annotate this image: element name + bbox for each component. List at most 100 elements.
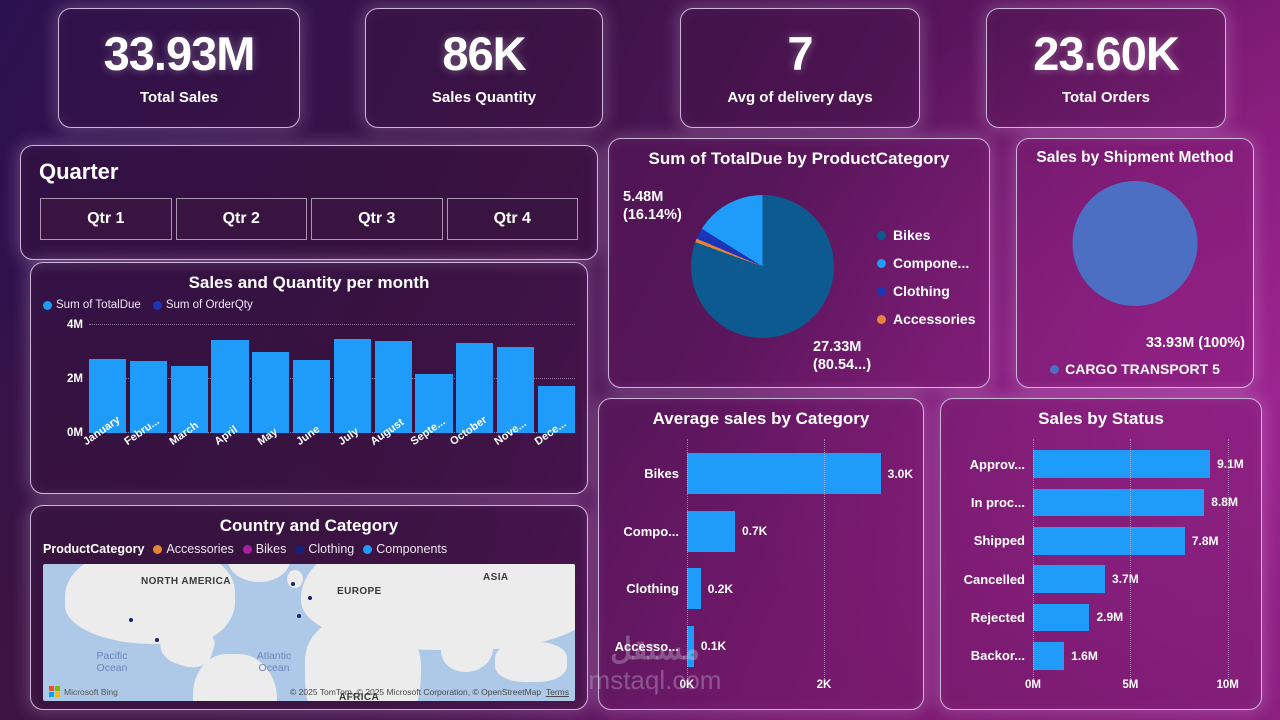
map-data-point[interactable] [155, 638, 159, 642]
legend-swatch-icon [877, 314, 886, 324]
x-axis-tick: October [448, 414, 493, 481]
gridline [1130, 439, 1132, 679]
bar[interactable] [687, 510, 735, 552]
chart-country-and-category-map[interactable]: Country and Category ProductCategory Acc… [30, 505, 588, 710]
bar-row[interactable]: Shipped 7.8M [951, 522, 1251, 560]
map-legend: ProductCategory Accessories Bikes Clothi… [43, 542, 447, 556]
map-data-point[interactable] [129, 618, 133, 622]
legend-swatch-icon [877, 230, 886, 240]
bar[interactable] [687, 625, 694, 667]
bar-row[interactable]: Compo... 0.7K [609, 503, 913, 561]
bar[interactable] [1033, 527, 1185, 555]
quarter-option-qtr-1[interactable]: Qtr 1 [40, 198, 172, 240]
bar-row[interactable]: Bikes 3.0K [609, 445, 913, 503]
bar[interactable] [170, 365, 208, 433]
map-data-point[interactable] [308, 596, 312, 600]
kpi-card-total-orders[interactable]: 23.60K Total Orders [986, 8, 1226, 128]
bar-row[interactable]: Clothing 0.2K [609, 560, 913, 618]
legend-item-bikes[interactable]: Bikes [877, 227, 976, 243]
legend-item-accessories[interactable]: Accessories [877, 311, 976, 327]
bar[interactable] [687, 453, 881, 495]
bar[interactable] [537, 385, 576, 433]
quarter-option-qtr-2[interactable]: Qtr 2 [175, 198, 307, 240]
chart-sales-by-status[interactable]: Sales by Status Approv... 9.1M In proc... 8… [940, 398, 1262, 710]
x-axis-tick: January [81, 414, 126, 481]
bar[interactable] [415, 373, 453, 433]
pie-slices[interactable] [691, 195, 834, 338]
bar-category-label: In proc... [970, 494, 1025, 510]
map-data-point[interactable] [297, 614, 301, 618]
chart-plot-area: Bikes 3.0K Compo... 0.7K Clothing 0.2K Accesso… [609, 445, 913, 675]
bar-data-label: 7.8M [1191, 533, 1219, 548]
bar-data-label: 0.1K [700, 639, 727, 654]
chart-sales-and-quantity-per-month[interactable]: Sales and Quantity per month Sum of Tota… [30, 262, 588, 494]
pie-slice-cargo-transport-5[interactable] [1072, 181, 1198, 306]
kpi-card-sales-quantity[interactable]: 86K Sales Quantity [365, 8, 603, 128]
bar[interactable] [129, 361, 168, 433]
bar[interactable] [687, 568, 701, 610]
bar-row[interactable]: Cancelled 3.7M [951, 560, 1251, 598]
chart-sales-by-shipment-method[interactable]: Sales by Shipment Method 33.93M (100%) C… [1016, 138, 1254, 388]
legend-label: Sum of TotalDue [56, 299, 141, 311]
legend-label: Clothing [308, 542, 355, 556]
gridline: 2M [67, 373, 575, 385]
quarter-option-qtr-3[interactable]: Qtr 3 [311, 198, 443, 240]
legend-swatch-icon [363, 544, 373, 554]
chart-title: Sales and Quantity per month [188, 273, 430, 292]
x-axis-tick: Nove... [492, 417, 534, 481]
bar-track: 1.6M [1033, 637, 1251, 675]
map-terms-link[interactable]: Terms [545, 687, 569, 697]
bar[interactable] [496, 346, 535, 433]
map-attribution-text: © 2025 TomTom, © 2025 Microsoft Corporat… [290, 687, 542, 697]
x-axis-tick: April [211, 424, 248, 481]
legend-item-total-due[interactable]: Sum of TotalDue [43, 299, 141, 311]
kpi-label: Total Sales [139, 89, 219, 106]
legend-item-components[interactable]: Compone... [877, 255, 976, 271]
bar-category-label: Approv... [969, 456, 1025, 472]
y-axis-tick-label: 2M [67, 373, 83, 385]
kpi-value: 86K [442, 27, 526, 80]
quarter-option-qtr-4[interactable]: Qtr 4 [446, 198, 578, 240]
map-legend-item-bikes[interactable]: Bikes [242, 542, 286, 556]
map-viewport[interactable]: Pacific Ocean Atlantic Ocean NORTH AMERI… [43, 564, 575, 701]
pie-data-label-percent: (16.14%) [623, 206, 682, 223]
bar-row[interactable]: Accesso... 0.1K [609, 618, 913, 676]
bar[interactable] [1033, 642, 1065, 670]
bar[interactable] [1033, 488, 1205, 517]
bar-row[interactable]: Backor... 1.6M [951, 637, 1251, 675]
chart-x-axis: 0K 2K [609, 679, 913, 701]
legend-item-order-qty[interactable]: Sum of OrderQty [152, 299, 253, 311]
x-axis-tick: June [293, 423, 330, 481]
bar[interactable] [89, 358, 127, 433]
bar[interactable] [333, 338, 372, 433]
x-axis-tick: May [252, 426, 289, 481]
ocean-label-pacific: Pacific Ocean [96, 650, 128, 675]
map-legend-item-components[interactable]: Components [363, 542, 447, 556]
bar-row[interactable]: In proc... 8.8M [951, 483, 1251, 521]
legend-label[interactable]: CARGO TRANSPORT 5 [1065, 361, 1220, 377]
bar[interactable] [292, 359, 331, 433]
bar[interactable] [252, 352, 290, 433]
quarter-slicer: Quarter Qtr 1 Qtr 2 Qtr 3 Qtr 4 [20, 145, 598, 260]
chart-average-sales-by-category[interactable]: Average sales by Category Bikes 3.0K Compo… [598, 398, 924, 710]
bar[interactable] [211, 339, 249, 433]
map-legend-item-accessories[interactable]: Accessories [153, 542, 234, 556]
kpi-card-avg-delivery-days[interactable]: 7 Avg of delivery days [680, 8, 920, 128]
map-data-point[interactable] [291, 582, 295, 586]
legend-swatch-icon [877, 286, 886, 296]
bar[interactable] [456, 342, 494, 433]
bar[interactable] [1033, 603, 1090, 632]
bar-row[interactable]: Rejected 2.9M [951, 598, 1251, 636]
legend-item-clothing[interactable]: Clothing [877, 283, 976, 299]
kpi-value: 33.93M [103, 27, 256, 80]
bar[interactable] [1033, 565, 1106, 593]
bar[interactable] [1033, 450, 1211, 478]
pie-data-label: 33.93M (100%) [1145, 335, 1245, 351]
bar-row[interactable]: Approv... 9.1M [951, 445, 1251, 483]
chart-totaldue-by-productcategory[interactable]: Sum of TotalDue by ProductCategory 5.48M… [608, 138, 990, 388]
map-legend-item-clothing[interactable]: Clothing [295, 542, 354, 556]
chart-title: Sales by Status [1038, 409, 1164, 428]
kpi-card-total-sales[interactable]: 33.93M Total Sales [58, 8, 300, 128]
bar[interactable] [374, 341, 412, 433]
